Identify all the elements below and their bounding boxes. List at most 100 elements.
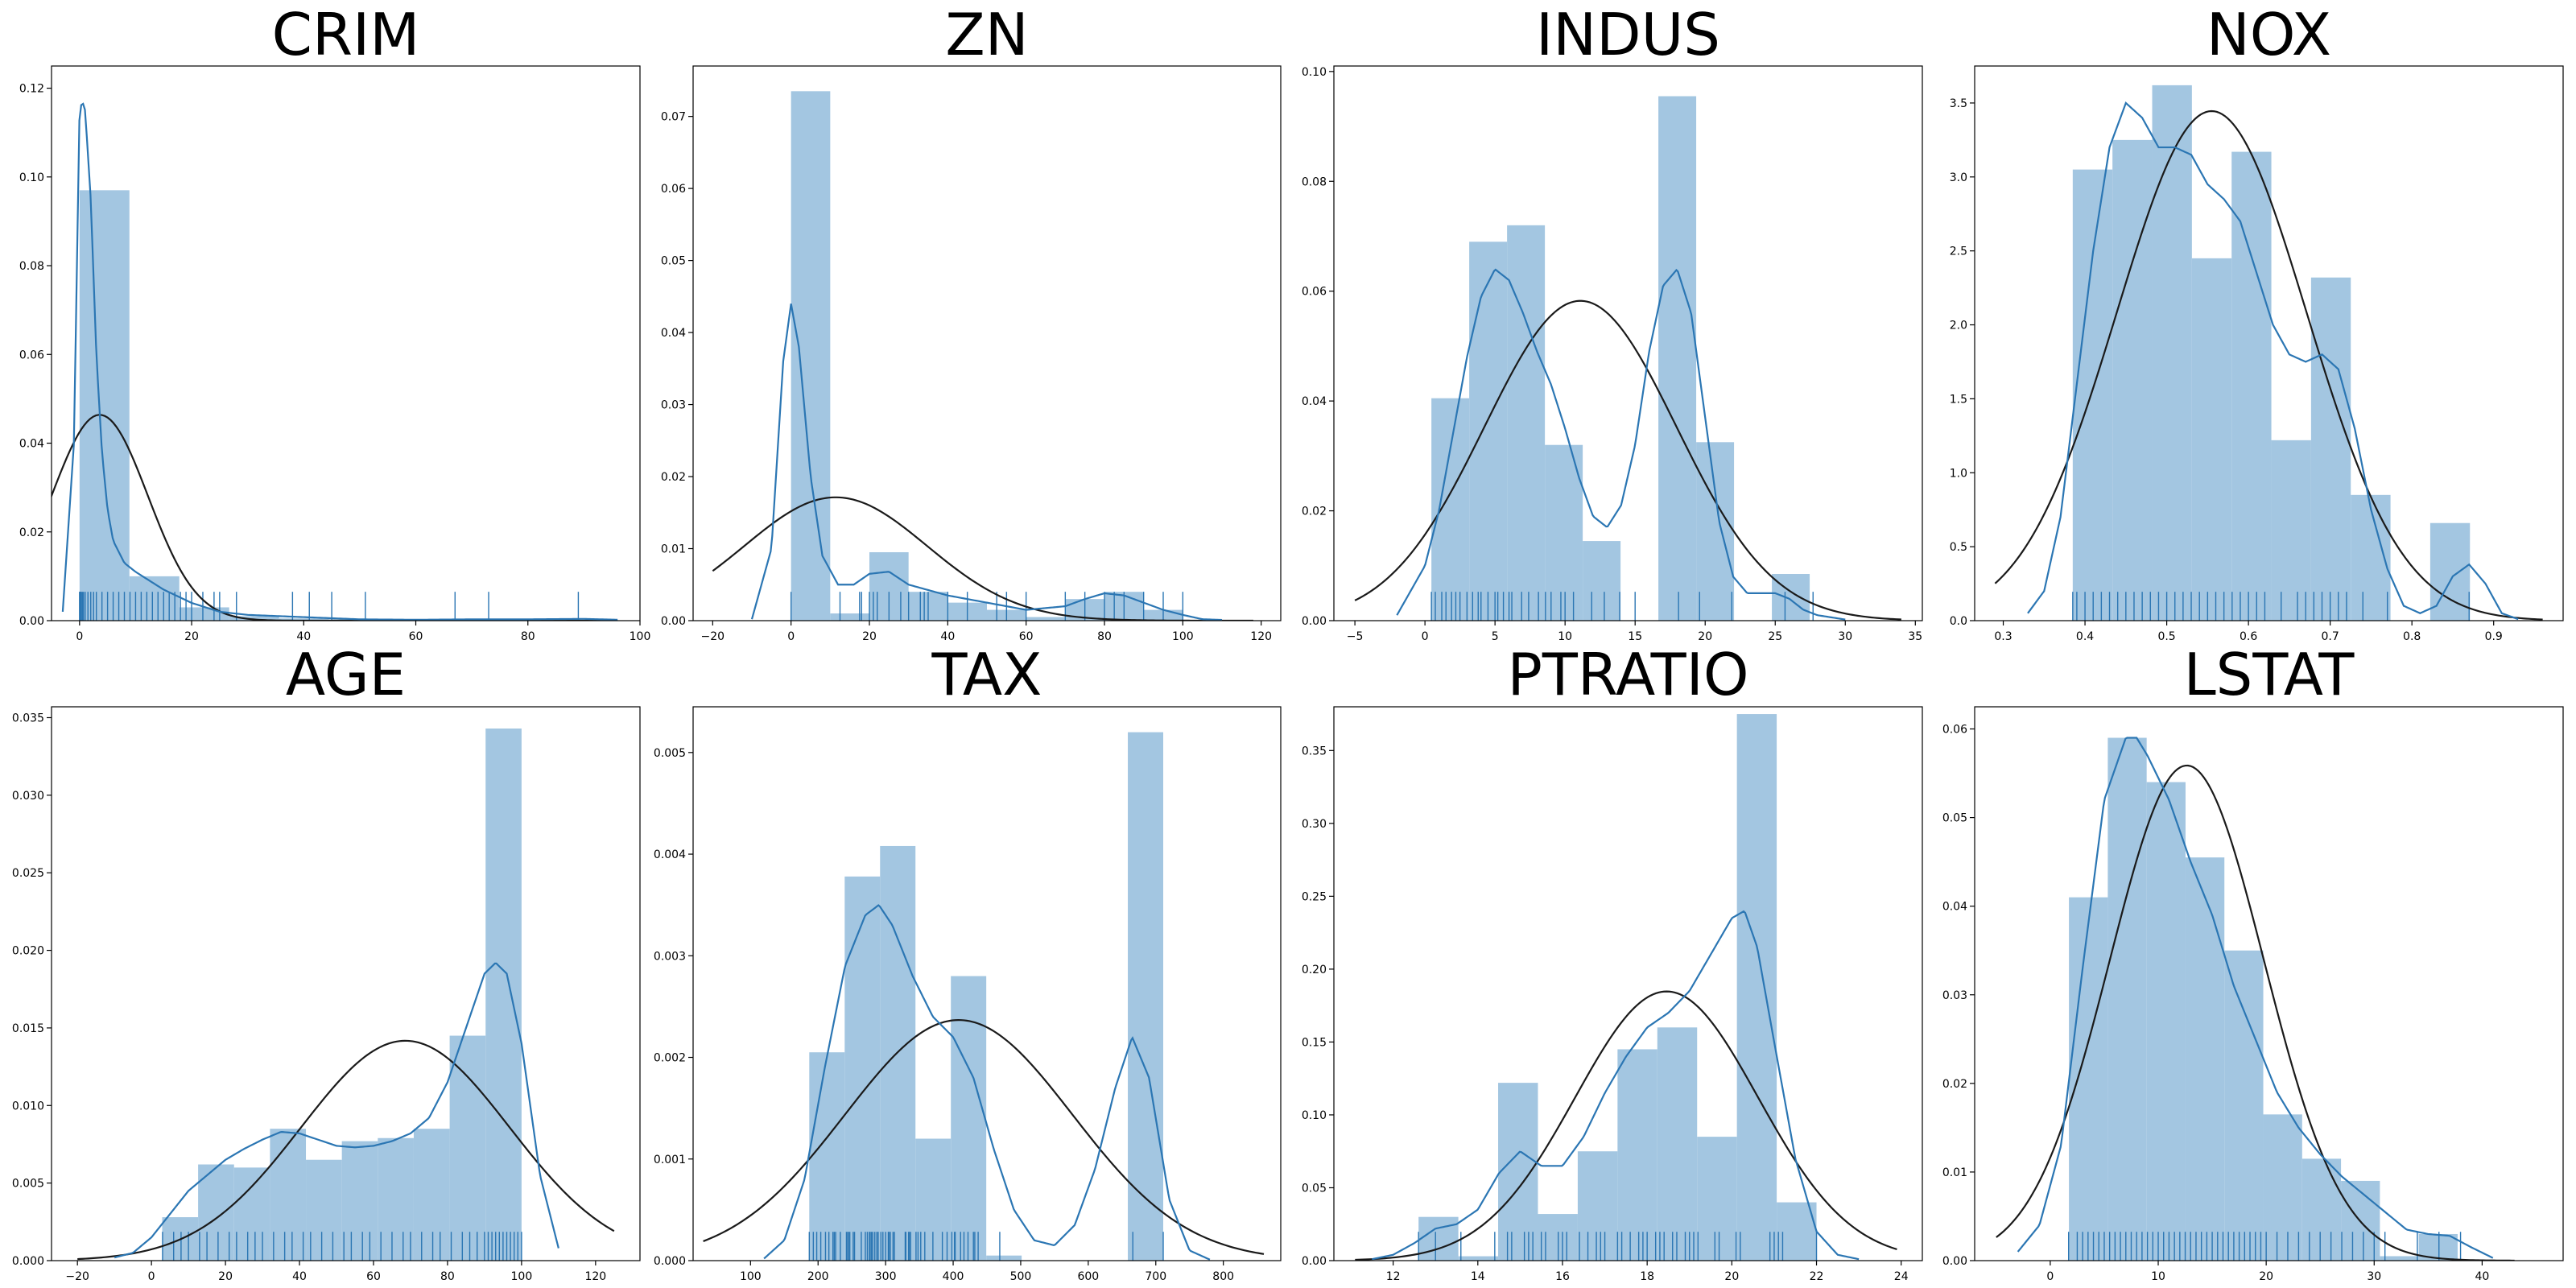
- x-tick-label: 20: [218, 1270, 233, 1283]
- y-tick-label: 0.25: [1302, 890, 1327, 903]
- y-tick-label: 0.06: [1942, 724, 1967, 737]
- x-tick-label: 0: [148, 1270, 155, 1283]
- normal-fit-curve: [1354, 299, 1901, 621]
- y-tick-label: 0.10: [1302, 66, 1327, 79]
- y-tick-label: 0.06: [661, 183, 686, 196]
- y-tick-label: 0.12: [19, 83, 44, 96]
- y-tick-label: 0.00: [1942, 1255, 1967, 1268]
- histogram-bar: [306, 1159, 342, 1261]
- y-tick-label: 0.02: [661, 471, 686, 484]
- histogram-bar: [485, 728, 522, 1261]
- x-tick-label: 30: [1838, 630, 1852, 643]
- x-tick-label: 0: [787, 630, 795, 643]
- x-tick-label: 120: [1250, 630, 1272, 643]
- x-tick-label: 40: [2475, 1270, 2489, 1283]
- histogram-bar: [1658, 96, 1697, 621]
- histogram-bar: [2231, 151, 2272, 621]
- x-tick-label: −5: [1347, 630, 1364, 643]
- normal-fit-curve: [1996, 764, 2515, 1261]
- y-tick-label: 0.00: [1302, 1255, 1327, 1268]
- x-tick-label: 200: [807, 1270, 829, 1283]
- y-tick-label: 0.030: [12, 790, 44, 803]
- histogram-bar: [844, 876, 881, 1261]
- y-tick-label: 0.002: [654, 1052, 686, 1065]
- chart-panel: −5 0 5 10 15 20 25 30 35 0.00 0.02 0.04 0.06 0.08 0.10…: [1302, 1, 1923, 643]
- chart-panel: −20 0 20 40 60 80 100 120 0.00 0.01 0.02 0.03 0.04 0.…: [661, 1, 1282, 643]
- chart-title: INDUS: [1536, 1, 1720, 68]
- histogram-bar: [1697, 1137, 1737, 1261]
- x-tick-label: 0: [1422, 630, 1429, 643]
- x-tick-label: 20: [1698, 630, 1712, 643]
- histogram-bar: [270, 1129, 307, 1261]
- histogram-bar: [830, 613, 869, 621]
- plot-area: [77, 728, 615, 1261]
- x-tick-label: 20: [184, 630, 199, 643]
- histogram-bar: [2224, 950, 2264, 1261]
- y-tick-label: 0.35: [1302, 745, 1327, 758]
- normal-fit-curve: [1994, 109, 2543, 621]
- y-tick-label: 0.02: [19, 526, 44, 539]
- x-tick-label: 0.9: [2485, 630, 2503, 643]
- x-tick-label: 10: [1558, 630, 1572, 643]
- chart-title: AGE: [286, 641, 406, 708]
- plot-area: [703, 732, 1265, 1261]
- y-tick-label: 0.005: [12, 1178, 44, 1191]
- y-tick-label: 0.01: [661, 543, 686, 556]
- chart-panel: −20 0 20 40 60 80 100 120 0.000 0.005 0.010 0.015 0.…: [12, 641, 641, 1283]
- x-tick-label: 20: [1724, 1270, 1739, 1283]
- y-tick-label: 0.04: [19, 438, 44, 451]
- axes-frame: [1333, 706, 1923, 1261]
- x-tick-label: 800: [1212, 1270, 1234, 1283]
- histogram-bar: [1498, 1083, 1538, 1261]
- axes-frame: [692, 706, 1282, 1261]
- y-tick-label: 0.04: [1302, 395, 1327, 408]
- y-tick-label: 0.020: [12, 945, 44, 958]
- x-tick-label: 500: [1010, 1270, 1032, 1283]
- x-tick-label: −20: [701, 630, 725, 643]
- histogram-bar: [2069, 897, 2108, 1261]
- y-tick-label: 0.0: [1950, 615, 1967, 628]
- y-tick-label: 3.0: [1950, 171, 1967, 184]
- y-tick-label: 0.015: [12, 1022, 44, 1035]
- chart-panel: 12 14 16 18 20 22 24 0.00 0.05 0.10 0.15 0.20 0.25 0.…: [1302, 641, 1923, 1283]
- x-tick-label: 80: [1097, 630, 1112, 643]
- histogram-bar: [809, 1052, 845, 1261]
- histogram-bar: [1458, 1256, 1499, 1261]
- x-tick-label: 60: [1019, 630, 1034, 643]
- x-tick-label: 700: [1145, 1270, 1166, 1283]
- x-tick-label: 20: [862, 630, 877, 643]
- histogram-bar: [2112, 139, 2153, 621]
- x-tick-label: 120: [584, 1270, 606, 1283]
- histogram-bar: [2072, 169, 2113, 621]
- plot-area: [1994, 85, 2543, 621]
- y-tick-label: 0.00: [1302, 615, 1327, 628]
- x-tick-label: 0.6: [2240, 630, 2257, 643]
- y-tick-label: 0.03: [1942, 989, 1967, 1002]
- y-tick-label: 0.001: [654, 1154, 686, 1166]
- x-tick-label: 24: [1894, 1270, 1909, 1283]
- x-tick-label: 15: [1628, 630, 1642, 643]
- normal-fit-curve: [1355, 990, 1897, 1261]
- x-tick-label: 5: [1492, 630, 1499, 643]
- x-tick-label: 40: [292, 1270, 307, 1283]
- y-tick-label: 0.010: [12, 1100, 44, 1113]
- histogram-bar: [791, 91, 831, 621]
- histogram-bar: [413, 1129, 450, 1261]
- x-tick-label: 14: [1471, 1270, 1485, 1283]
- chart-panel: 100 200 300 400 500 600 700 800 0.000 0.001 0.002 0…: [654, 641, 1282, 1283]
- axes-frame: [51, 65, 641, 621]
- x-tick-label: 100: [740, 1270, 762, 1283]
- y-tick-label: 0.01: [1942, 1166, 1967, 1179]
- y-tick-label: 0.003: [654, 950, 686, 963]
- x-tick-label: 10: [2151, 1270, 2165, 1283]
- axes-frame: [51, 706, 641, 1261]
- x-tick-label: 0: [76, 630, 83, 643]
- histogram-bar: [1657, 1027, 1698, 1261]
- x-tick-label: 300: [875, 1270, 897, 1283]
- x-tick-label: 0.5: [2157, 630, 2175, 643]
- chart-panel: 0.3 0.4 0.5 0.6 0.7 0.8 0.9 0.0 0.5 1.0 1.5 2.0 2.5 3…: [1950, 1, 2564, 643]
- histogram-bar: [1418, 1216, 1459, 1261]
- y-tick-label: 0.04: [1942, 901, 1967, 914]
- chart-title: CRIM: [272, 1, 420, 68]
